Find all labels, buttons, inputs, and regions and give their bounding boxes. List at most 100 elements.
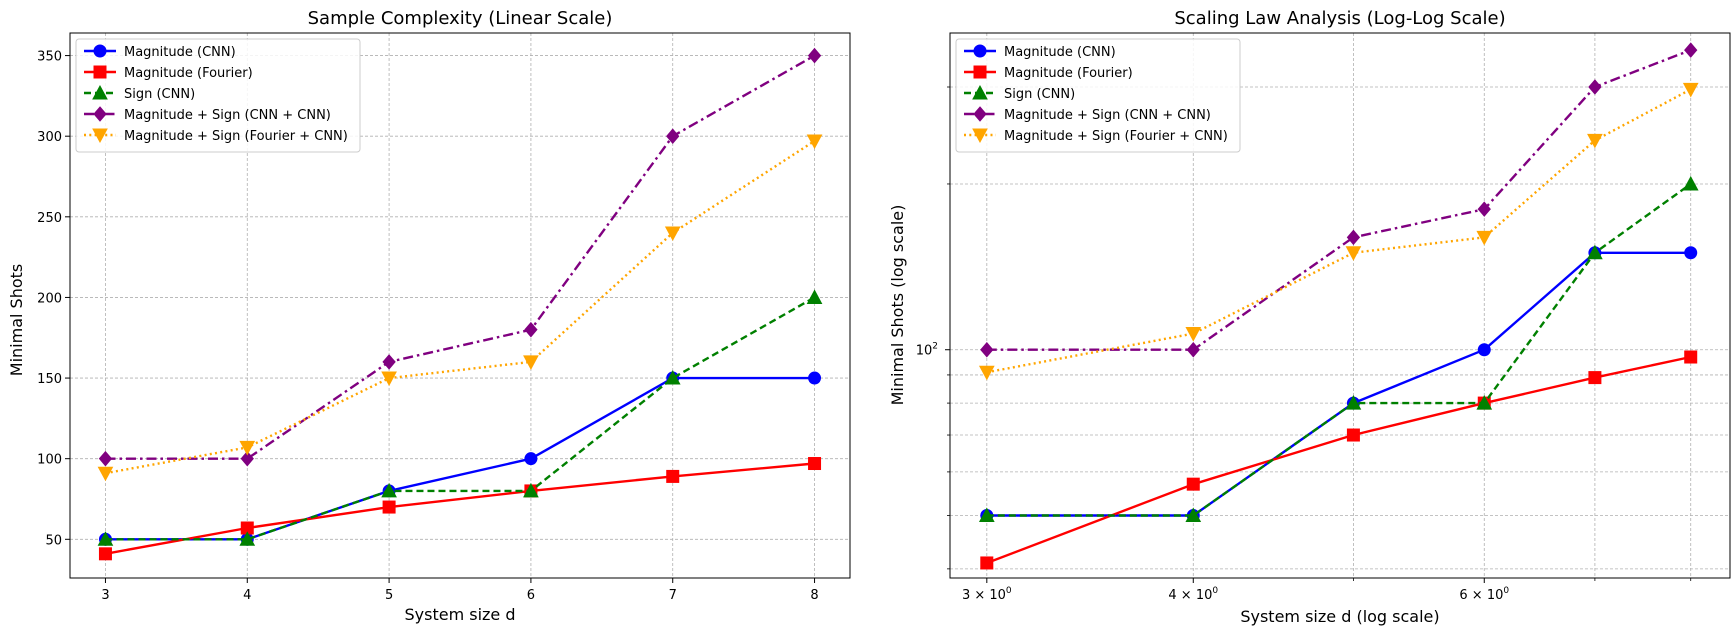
loglog-x-tick-label: 3 × 100: [962, 586, 1012, 603]
linear-legend-item: Magnitude (CNN): [84, 44, 236, 60]
loglog-data-point: [1588, 79, 1602, 95]
loglog-x-tick-label: 4 × 100: [1168, 586, 1218, 603]
loglog-legend-label: Magnitude + Sign (Fourier + CNN): [1004, 129, 1228, 144]
loglog-series-line: [986, 183, 1692, 517]
loglog-data-point: [1587, 244, 1603, 260]
loglog-data-point: [1345, 395, 1362, 410]
linear-x-tick-label: 8: [810, 588, 818, 603]
linear-data-point: [808, 457, 822, 471]
linear-data-point: [97, 466, 114, 482]
loglog-series-3: [980, 42, 1698, 358]
loglog-data-point: [978, 507, 995, 522]
loglog-data-point: [1682, 82, 1699, 98]
loglog-legend-marker: [972, 84, 988, 100]
loglog-data-point: [978, 365, 995, 381]
linear-y-tick-label: 100: [37, 453, 62, 468]
linear-y-tick-label: 350: [37, 50, 62, 65]
loglog-chart-panel: Scaling Law Analysis (Log-Log Scale) Sys…: [888, 8, 1731, 626]
loglog-data-point: [1185, 507, 1202, 522]
loglog-data-point: [1345, 246, 1362, 261]
linear-chart-ylabel: Minimal Shots: [7, 264, 26, 376]
linear-data-point: [98, 450, 113, 467]
linear-x-tick-label: 3: [101, 588, 109, 603]
loglog-chart-title: Scaling Law Analysis (Log-Log Scale): [1174, 8, 1505, 29]
loglog-data-point: [1186, 341, 1200, 358]
loglog-legend-marker: [972, 128, 988, 144]
linear-data-point: [524, 321, 538, 338]
linear-y-tick-label: 300: [37, 130, 62, 145]
loglog-legend-marker: [973, 106, 987, 122]
loglog-data-point: [1684, 42, 1698, 58]
loglog-series-line: [986, 48, 1692, 351]
linear-data-point: [523, 482, 539, 498]
linear-x-tick-label: 4: [243, 588, 251, 603]
loglog-y-tick-label: 102: [916, 342, 938, 359]
linear-legend-marker: [92, 128, 108, 144]
linear-series-line: [105, 376, 815, 541]
loglog-data-point: [1477, 343, 1491, 357]
linear-data-point: [97, 531, 114, 546]
linear-y-tick-label: 50: [45, 533, 62, 548]
loglog-series-line: [986, 355, 1691, 565]
linear-data-point: [808, 371, 822, 385]
linear-chart-xlabel: System size d: [404, 605, 515, 624]
loglog-data-point: [1476, 230, 1493, 246]
loglog-legend-label: Magnitude (Fourier): [1004, 66, 1133, 81]
loglog-legend-item: Sign (CNN): [964, 84, 1075, 102]
linear-series-line: [105, 296, 816, 541]
linear-legend-label: Sign (CNN): [124, 87, 195, 102]
loglog-data-point: [1684, 246, 1698, 260]
linear-y-tick-label: 250: [37, 211, 62, 226]
linear-legend-item: Sign (CNN): [84, 84, 195, 102]
loglog-series-4: [978, 82, 1699, 381]
linear-data-point: [382, 354, 396, 370]
loglog-legend-label: Magnitude + Sign (CNN + CNN): [1004, 108, 1211, 123]
linear-data-point: [240, 450, 254, 467]
loglog-data-point: [1587, 133, 1603, 149]
linear-chart-panel: Sample Complexity (Linear Scale) System …: [7, 8, 851, 624]
loglog-data-point: [1477, 201, 1491, 217]
loglog-data-point: [1346, 229, 1361, 246]
linear-data-point: [239, 531, 256, 546]
linear-x-tick-label: 7: [669, 588, 677, 603]
linear-data-point: [666, 128, 680, 144]
linear-data-point: [666, 469, 680, 483]
linear-data-point: [381, 482, 397, 498]
loglog-legend-item: Magnitude (CNN): [964, 44, 1116, 60]
loglog-legend-box: [955, 38, 1241, 153]
loglog-series-line: [986, 88, 1692, 374]
linear-series-3: [98, 47, 822, 467]
linear-data-point: [523, 355, 539, 370]
loglog-data-point: [1682, 175, 1699, 191]
loglog-legend-item: Magnitude (Fourier): [964, 65, 1133, 81]
loglog-x-tick-label: 6 × 100: [1459, 586, 1509, 603]
linear-legend-box: [75, 38, 361, 153]
linear-data-point: [807, 47, 822, 64]
linear-legend-item: Magnitude (Fourier): [84, 65, 253, 81]
loglog-data-point: [1346, 428, 1360, 442]
loglog-legend-item: Magnitude + Sign (CNN + CNN): [964, 106, 1211, 123]
linear-series-group: [97, 47, 823, 561]
linear-plot-frame: [69, 32, 851, 579]
linear-data-point: [239, 440, 256, 456]
loglog-legend-label: Sign (CNN): [1004, 87, 1075, 102]
linear-legend-label: Magnitude + Sign (CNN + CNN): [124, 108, 331, 123]
linear-series-line: [105, 54, 816, 460]
linear-chart-title: Sample Complexity (Linear Scale): [308, 8, 613, 29]
linear-series-4: [97, 134, 823, 482]
loglog-legend-label: Magnitude (CNN): [1004, 45, 1116, 60]
linear-x-tick-label: 6: [527, 588, 535, 603]
linear-series-line: [105, 462, 815, 555]
linear-legend: Magnitude (CNN) Magnitude (Fourier) Sign (…: [75, 38, 361, 153]
linear-data-point: [98, 547, 112, 561]
loglog-legend-marker: [973, 44, 987, 58]
loglog-legend-marker: [973, 65, 987, 79]
loglog-data-point: [1476, 395, 1493, 410]
linear-legend-label: Magnitude (CNN): [124, 45, 236, 60]
linear-series-1: [98, 457, 822, 561]
linear-legend-marker: [93, 44, 107, 58]
loglog-chart-xlabel: System size d (log scale): [1240, 607, 1439, 626]
linear-data-point: [806, 134, 823, 150]
loglog-legend-item: Magnitude + Sign (Fourier + CNN): [964, 128, 1228, 144]
